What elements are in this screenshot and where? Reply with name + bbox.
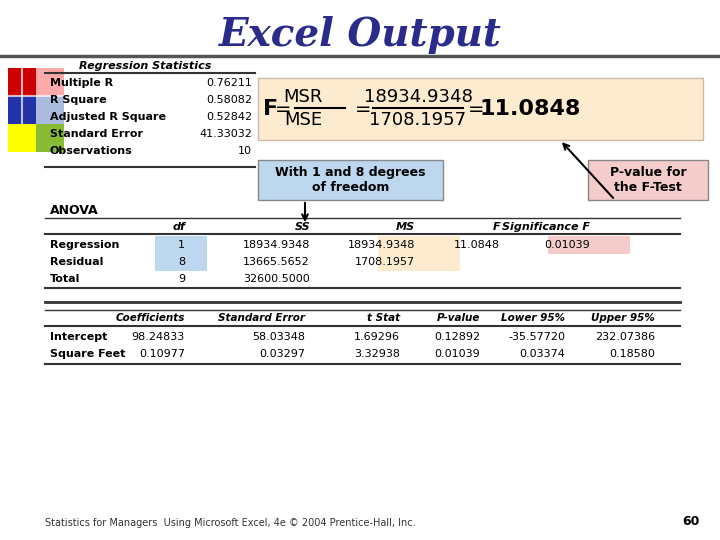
Text: 18934.9348: 18934.9348: [243, 240, 310, 250]
Text: MSR: MSR: [283, 88, 323, 106]
Bar: [36, 96, 64, 124]
Text: MSE: MSE: [284, 111, 322, 129]
Text: Regression: Regression: [50, 240, 120, 250]
Text: 9: 9: [178, 274, 185, 284]
Text: With 1 and 8 degrees
of freedom: With 1 and 8 degrees of freedom: [275, 166, 426, 194]
Text: 11.0848: 11.0848: [454, 240, 500, 250]
Text: SS: SS: [294, 222, 310, 232]
Text: Observations: Observations: [50, 146, 132, 156]
Text: R Square: R Square: [50, 95, 107, 105]
Text: 0.03374: 0.03374: [519, 349, 565, 359]
Text: Residual: Residual: [50, 257, 104, 267]
Text: 98.24833: 98.24833: [132, 332, 185, 342]
Text: 11.0848: 11.0848: [480, 99, 581, 119]
Text: =: =: [355, 99, 372, 118]
Text: MS: MS: [396, 222, 415, 232]
Text: 1: 1: [178, 240, 185, 250]
Bar: [588, 160, 708, 200]
Bar: [155, 253, 207, 271]
Text: 1708.1957: 1708.1957: [369, 111, 467, 129]
Bar: [548, 236, 630, 254]
Text: Coefficients: Coefficients: [116, 313, 185, 323]
Text: -35.57720: -35.57720: [508, 332, 565, 342]
Text: Lower 95%: Lower 95%: [501, 313, 565, 323]
Text: Standard Error: Standard Error: [218, 313, 305, 323]
Text: 18934.9348: 18934.9348: [348, 240, 415, 250]
Bar: [36, 68, 64, 96]
Bar: [36, 124, 64, 152]
Bar: [378, 253, 460, 271]
Text: 10: 10: [238, 146, 252, 156]
Bar: [258, 160, 443, 200]
Text: 32600.5000: 32600.5000: [243, 274, 310, 284]
Text: 0.01039: 0.01039: [434, 349, 480, 359]
Text: 13665.5652: 13665.5652: [243, 257, 310, 267]
Text: 0.03297: 0.03297: [259, 349, 305, 359]
Text: 1708.1957: 1708.1957: [355, 257, 415, 267]
Text: 0.12892: 0.12892: [434, 332, 480, 342]
Bar: [8, 96, 36, 124]
Bar: [258, 78, 703, 140]
Text: Upper 95%: Upper 95%: [591, 313, 655, 323]
Text: Adjusted R Square: Adjusted R Square: [50, 112, 166, 122]
Text: P-value for
the F-Test: P-value for the F-Test: [610, 166, 686, 194]
Text: ANOVA: ANOVA: [50, 204, 99, 217]
Text: 8: 8: [178, 257, 185, 267]
Text: 3.32938: 3.32938: [354, 349, 400, 359]
Text: df: df: [172, 222, 185, 232]
Text: 1.69296: 1.69296: [354, 332, 400, 342]
Text: =: =: [275, 99, 292, 118]
Text: t Stat: t Stat: [367, 313, 400, 323]
Text: 18934.9348: 18934.9348: [364, 88, 472, 106]
Text: 0.58082: 0.58082: [206, 95, 252, 105]
Bar: [378, 236, 460, 254]
Bar: [8, 124, 36, 152]
Text: 0.76211: 0.76211: [206, 78, 252, 88]
Text: 0.52842: 0.52842: [206, 112, 252, 122]
Text: =: =: [468, 99, 485, 118]
Text: P-value: P-value: [436, 313, 480, 323]
Bar: [8, 68, 36, 96]
Text: Total: Total: [50, 274, 81, 284]
Text: 60: 60: [683, 515, 700, 528]
Text: Regression Statistics: Regression Statistics: [78, 61, 211, 71]
Bar: [155, 236, 207, 254]
Text: 0.18580: 0.18580: [609, 349, 655, 359]
Text: Standard Error: Standard Error: [50, 129, 143, 139]
Text: 58.03348: 58.03348: [252, 332, 305, 342]
Text: 0.01039: 0.01039: [544, 240, 590, 250]
Text: Square Feet: Square Feet: [50, 349, 125, 359]
Text: F: F: [492, 222, 500, 232]
Text: Significance F: Significance F: [502, 222, 590, 232]
Text: Excel Output: Excel Output: [219, 16, 501, 54]
Text: 0.10977: 0.10977: [139, 349, 185, 359]
Text: F: F: [263, 99, 278, 119]
Text: 41.33032: 41.33032: [199, 129, 252, 139]
Text: Intercept: Intercept: [50, 332, 107, 342]
Text: Multiple R: Multiple R: [50, 78, 113, 88]
Text: Statistics for Managers  Using Microsoft Excel, 4e © 2004 Prentice-Hall, Inc.: Statistics for Managers Using Microsoft …: [45, 518, 415, 528]
Text: 232.07386: 232.07386: [595, 332, 655, 342]
